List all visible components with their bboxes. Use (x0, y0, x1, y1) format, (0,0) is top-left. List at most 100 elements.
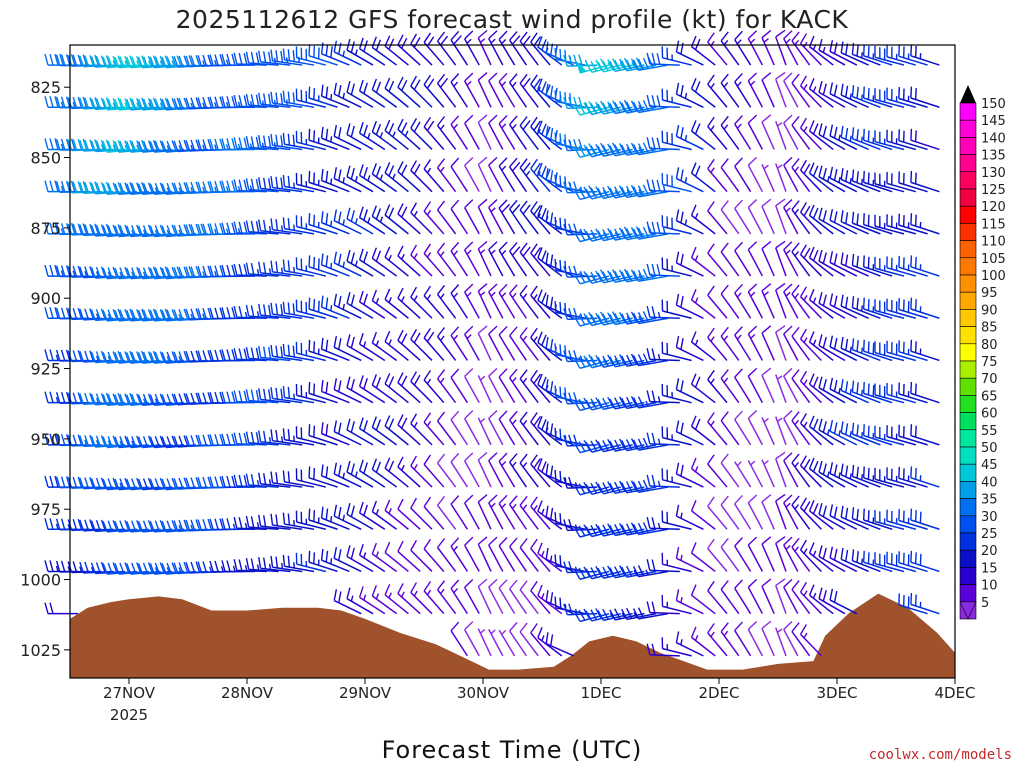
wind-barb (371, 120, 398, 151)
wind-barb (320, 506, 350, 530)
wind-barb (791, 580, 811, 615)
wind-barb (720, 369, 740, 404)
wind-barb (233, 263, 267, 277)
wind-barb (530, 538, 551, 572)
wind-barb (509, 453, 528, 488)
wind-barb (346, 334, 374, 362)
wind-barb (621, 607, 657, 621)
wind-barb (397, 372, 421, 404)
wind-barb (808, 162, 834, 193)
wind-barb (450, 368, 469, 404)
wind-barb (384, 77, 409, 108)
wind-barb (358, 290, 386, 319)
wind-barb (358, 586, 386, 615)
wind-barb (675, 462, 704, 488)
wind-barb (707, 158, 728, 193)
wind-barb (545, 168, 574, 193)
wind-barb (775, 536, 787, 572)
wind-barb (137, 139, 173, 153)
wind-barb (423, 412, 445, 446)
wind-barb (707, 496, 728, 530)
wind-barb (791, 495, 811, 530)
colorbar-legend: 1501451401351301251201151101051009590858… (959, 85, 1006, 620)
wind-barb (675, 251, 704, 277)
colorbar-swatch (959, 549, 977, 568)
colorbar-label: 35 (981, 493, 998, 508)
wind-barb (862, 128, 893, 151)
wind-barb (102, 435, 138, 449)
wind-barb (90, 561, 126, 575)
wind-barb (840, 125, 869, 151)
wind-barb (282, 217, 315, 235)
wind-barb (609, 480, 645, 495)
wind-barb (498, 368, 516, 404)
x-axis-tick-label: 3DEC (816, 684, 857, 702)
wind-barb (102, 266, 138, 280)
wind-barb (258, 303, 291, 320)
wind-barb (675, 293, 704, 319)
wind-barb (775, 71, 787, 108)
wind-barb (371, 500, 398, 530)
wind-barb (720, 495, 740, 530)
wind-barb (245, 558, 279, 573)
wind-barb (410, 413, 433, 446)
wind-barb (333, 124, 362, 151)
wind-barb (423, 538, 445, 572)
colorbar-label: 125 (981, 183, 1006, 198)
wind-barb (573, 482, 610, 496)
wind-barb (126, 182, 161, 196)
wind-barb (463, 452, 480, 488)
wind-barb (245, 262, 279, 277)
wind-barb (720, 622, 740, 657)
wind-barb (149, 140, 185, 153)
wind-barb (554, 512, 586, 531)
wind-barb (79, 392, 114, 405)
colorbar-swatch (959, 154, 977, 173)
y-axis-tick-label: 950 (30, 430, 61, 449)
wind-barb (585, 269, 621, 285)
wind-barb (537, 500, 563, 530)
wind-barb (498, 579, 516, 615)
wind-barb (498, 410, 516, 446)
wind-barb (734, 199, 752, 235)
wind-barb (149, 477, 185, 491)
wind-barb (79, 266, 114, 279)
wind-barb (137, 308, 173, 322)
wind-barb (282, 512, 315, 531)
wind-barb (621, 184, 657, 199)
wind-barb (707, 580, 728, 615)
wind-barb (632, 142, 669, 156)
colorbar-swatch (959, 377, 977, 396)
wind-barb (477, 72, 492, 108)
wind-barb (609, 268, 645, 284)
wind-barb (509, 157, 528, 193)
wind-barb (808, 246, 834, 277)
wind-barb (829, 82, 858, 108)
wind-barb (397, 583, 421, 615)
y-axis-tick-label: 1025 (20, 641, 61, 660)
wind-barb (675, 335, 704, 362)
wind-barb (886, 214, 917, 235)
wind-barb (862, 255, 893, 277)
wind-barb (910, 592, 940, 615)
wind-barb (282, 175, 315, 193)
wind-barb (346, 249, 374, 277)
wind-barb (126, 55, 161, 69)
wind-barb (585, 523, 621, 538)
wind-barb (410, 202, 433, 235)
wind-barb (79, 308, 114, 321)
wind-barb (632, 522, 669, 536)
wind-barb (90, 55, 126, 68)
y-axis-tick-label: 850 (30, 149, 61, 168)
wind-barb (79, 519, 114, 532)
wind-barb (346, 292, 374, 319)
colorbar-swatch (959, 412, 977, 431)
wind-barb (734, 621, 752, 657)
wind-barb (320, 253, 350, 277)
x-axis-tick-label: 2DEC (698, 684, 739, 702)
wind-barb (295, 510, 326, 530)
wind-barb (258, 388, 291, 404)
wind-barb (320, 464, 350, 488)
wind-barb (734, 410, 752, 446)
wind-barb (761, 417, 775, 446)
